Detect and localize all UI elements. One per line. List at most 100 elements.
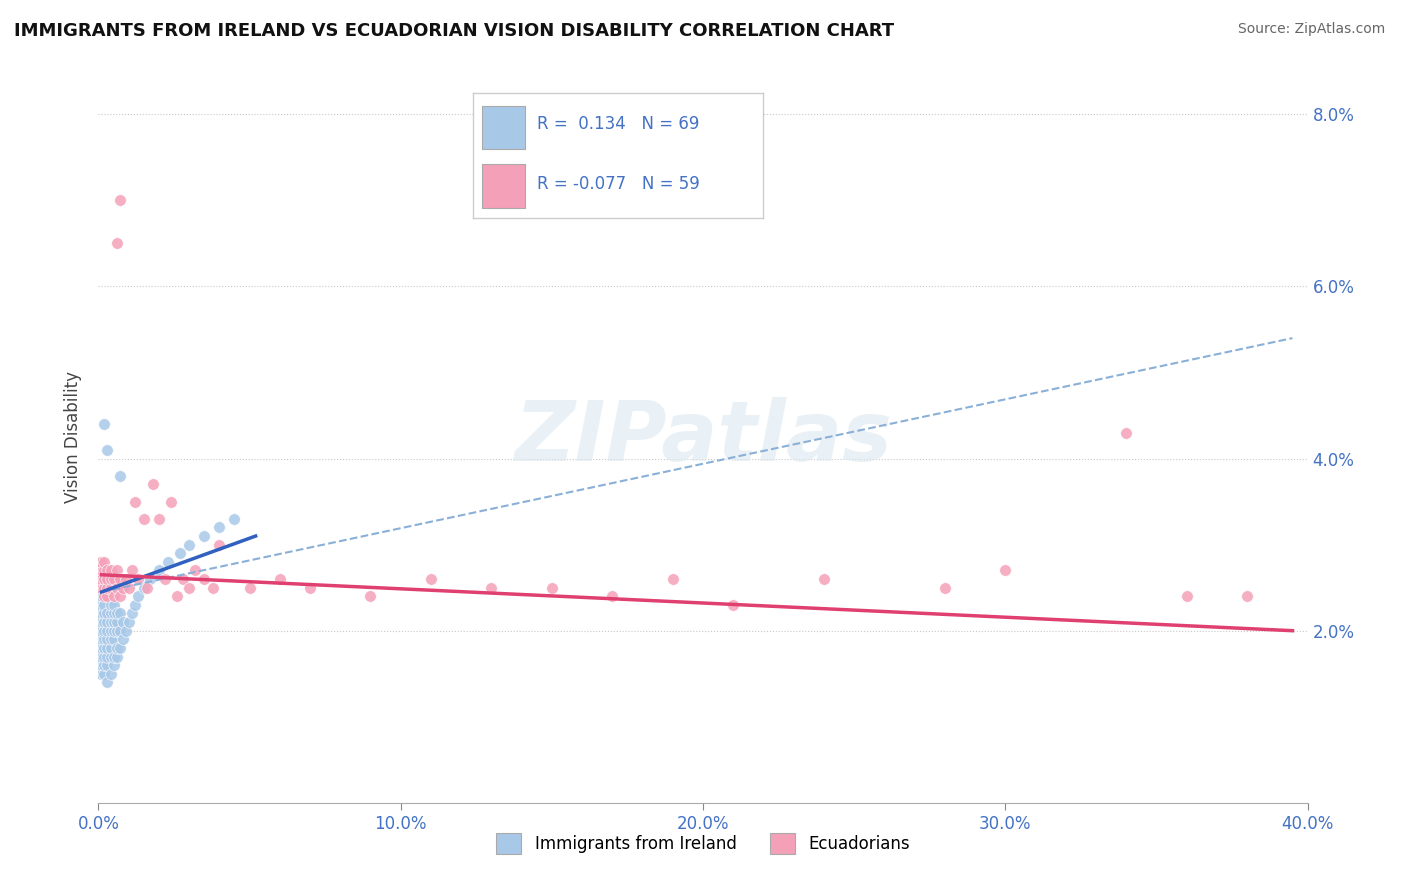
Point [93,555,115,569]
Point [132,581,155,595]
Point [90,666,112,681]
Point [127,572,149,586]
Point [93,607,115,621]
Point [142,477,165,491]
Point [166,589,188,603]
Point [540,581,562,595]
Point [420,572,443,586]
Point [124,598,146,612]
Point [108,589,131,603]
Point [105,640,128,655]
Point [202,581,225,595]
Point [90,598,112,612]
Point [105,615,128,629]
Point [111,615,134,629]
Point [108,194,131,208]
Point [105,607,128,621]
Point [100,607,122,621]
Point [1236,589,1258,603]
Point [103,598,125,612]
Point [96,658,118,673]
Point [224,512,246,526]
Point [93,649,115,664]
Point [193,529,215,543]
Point [90,615,112,629]
Point [108,624,131,638]
Point [111,632,134,647]
Point [103,649,125,664]
Point [148,512,170,526]
Point [96,442,118,457]
Point [103,658,125,673]
Point [100,624,122,638]
Point [105,624,128,638]
Point [139,572,162,586]
Point [360,589,382,603]
Point [172,572,194,586]
Point [103,589,125,603]
Point [96,632,118,647]
Point [124,494,146,508]
Point [90,607,112,621]
Point [1175,589,1198,603]
Point [661,572,683,586]
Point [103,607,125,621]
Point [105,564,128,578]
Point [96,581,118,595]
Point [90,658,112,673]
Point [93,624,115,638]
Point [934,581,956,595]
Y-axis label: Vision Disability: Vision Disability [65,371,83,503]
Point [127,589,149,603]
Point [208,520,231,534]
Point [723,598,745,612]
Point [105,649,128,664]
Point [118,615,141,629]
Point [208,538,231,552]
Point [100,598,122,612]
Point [90,640,112,655]
Point [105,236,128,251]
Point [156,555,179,569]
Point [105,581,128,595]
Point [148,564,170,578]
Point [93,564,115,578]
Point [96,640,118,655]
Point [299,581,322,595]
Point [111,581,134,595]
Point [179,581,201,595]
Point [481,581,503,595]
Point [90,589,112,603]
Point [121,564,143,578]
Point [239,581,262,595]
Point [100,649,122,664]
Point [100,666,122,681]
Point [93,640,115,655]
Point [184,564,207,578]
Point [100,564,122,578]
Legend: Immigrants from Ireland, Ecuadorians: Immigrants from Ireland, Ecuadorians [489,827,917,860]
Point [96,615,118,629]
Point [160,494,183,508]
Point [96,624,118,638]
Point [103,632,125,647]
Point [90,649,112,664]
Point [96,675,118,690]
Point [96,589,118,603]
Point [193,572,215,586]
Point [100,615,122,629]
Text: ZIPatlas: ZIPatlas [515,397,891,477]
Point [90,581,112,595]
Point [994,564,1017,578]
Point [179,538,201,552]
Point [100,632,122,647]
Point [169,546,191,560]
Point [103,572,125,586]
Point [132,512,155,526]
Point [96,607,118,621]
Point [96,572,118,586]
Point [269,572,291,586]
Point [93,589,115,603]
Text: IMMIGRANTS FROM IRELAND VS ECUADORIAN VISION DISABILITY CORRELATION CHART: IMMIGRANTS FROM IRELAND VS ECUADORIAN VI… [14,22,894,40]
Point [90,555,112,569]
